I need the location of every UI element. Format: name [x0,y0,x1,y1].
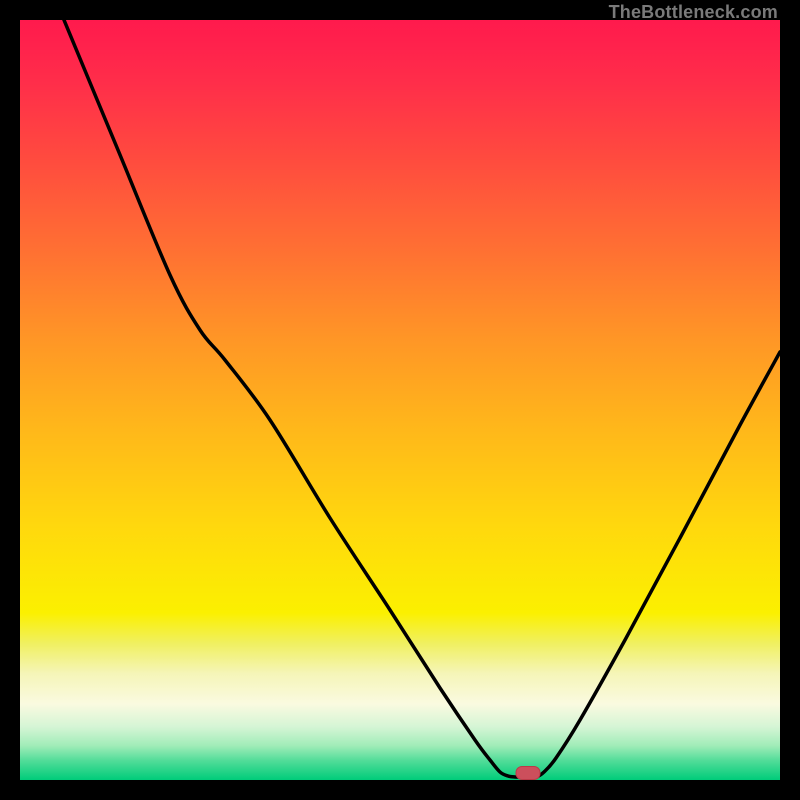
gradient-background [20,20,780,780]
chart-canvas [20,20,780,780]
optimum-marker [516,767,540,780]
plot-area [20,20,780,780]
